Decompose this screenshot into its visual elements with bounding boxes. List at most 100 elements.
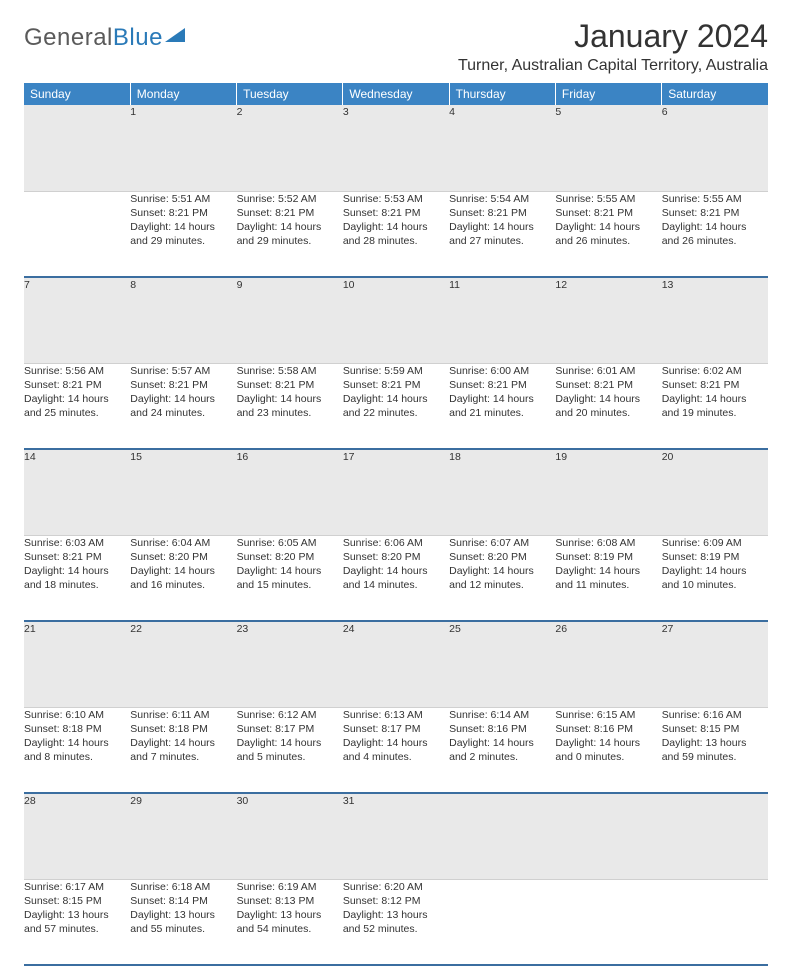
day-number: 19 [555, 449, 661, 535]
day-number: 10 [343, 277, 449, 363]
calendar-table: Sunday Monday Tuesday Wednesday Thursday… [24, 83, 768, 966]
daylight-text: and 15 minutes. [237, 578, 343, 592]
daylight-text: and 26 minutes. [555, 234, 661, 248]
weekday-header: Wednesday [343, 83, 449, 105]
daylight-text: and 59 minutes. [662, 750, 768, 764]
daylight-text: Daylight: 14 hours [24, 564, 130, 578]
sunrise-text: Sunrise: 6:14 AM [449, 708, 555, 722]
day-number: 22 [130, 621, 236, 707]
sunrise-text: Sunrise: 6:06 AM [343, 536, 449, 550]
sunrise-text: Sunrise: 6:12 AM [237, 708, 343, 722]
daylight-text: and 4 minutes. [343, 750, 449, 764]
sunset-text: Sunset: 8:17 PM [237, 722, 343, 736]
day-cell: Sunrise: 6:03 AMSunset: 8:21 PMDaylight:… [24, 535, 130, 621]
sunset-text: Sunset: 8:21 PM [24, 378, 130, 392]
sunset-text: Sunset: 8:13 PM [237, 894, 343, 908]
content-row: Sunrise: 5:51 AMSunset: 8:21 PMDaylight:… [24, 191, 768, 277]
sunset-text: Sunset: 8:21 PM [555, 206, 661, 220]
day-number: 12 [555, 277, 661, 363]
day-number: 25 [449, 621, 555, 707]
daylight-text: and 54 minutes. [237, 922, 343, 936]
sunrise-text: Sunrise: 6:00 AM [449, 364, 555, 378]
day-number [449, 793, 555, 879]
sunrise-text: Sunrise: 6:18 AM [130, 880, 236, 894]
daylight-text: and 8 minutes. [24, 750, 130, 764]
daylight-text: Daylight: 14 hours [449, 564, 555, 578]
day-number: 1 [130, 105, 236, 191]
sunrise-text: Sunrise: 6:05 AM [237, 536, 343, 550]
sunset-text: Sunset: 8:15 PM [24, 894, 130, 908]
daylight-text: Daylight: 14 hours [237, 736, 343, 750]
daylight-text: Daylight: 13 hours [237, 908, 343, 922]
daylight-text: Daylight: 14 hours [555, 392, 661, 406]
sunrise-text: Sunrise: 6:02 AM [662, 364, 768, 378]
sunrise-text: Sunrise: 5:53 AM [343, 192, 449, 206]
sunrise-text: Sunrise: 6:15 AM [555, 708, 661, 722]
sunrise-text: Sunrise: 5:56 AM [24, 364, 130, 378]
sunrise-text: Sunrise: 6:13 AM [343, 708, 449, 722]
daynum-row: 14151617181920 [24, 449, 768, 535]
day-cell: Sunrise: 6:16 AMSunset: 8:15 PMDaylight:… [662, 707, 768, 793]
sunset-text: Sunset: 8:21 PM [662, 378, 768, 392]
location: Turner, Australian Capital Territory, Au… [458, 57, 768, 75]
weekday-header: Friday [555, 83, 661, 105]
day-number: 23 [237, 621, 343, 707]
sunset-text: Sunset: 8:14 PM [130, 894, 236, 908]
daylight-text: Daylight: 14 hours [24, 392, 130, 406]
day-cell: Sunrise: 6:01 AMSunset: 8:21 PMDaylight:… [555, 363, 661, 449]
daylight-text: Daylight: 13 hours [130, 908, 236, 922]
daynum-row: 123456 [24, 105, 768, 191]
day-cell [555, 879, 661, 965]
sunset-text: Sunset: 8:21 PM [449, 378, 555, 392]
daylight-text: Daylight: 14 hours [237, 392, 343, 406]
daylight-text: Daylight: 14 hours [130, 392, 236, 406]
daylight-text: and 12 minutes. [449, 578, 555, 592]
sunset-text: Sunset: 8:21 PM [24, 550, 130, 564]
day-number: 31 [343, 793, 449, 879]
day-number: 11 [449, 277, 555, 363]
day-cell: Sunrise: 6:10 AMSunset: 8:18 PMDaylight:… [24, 707, 130, 793]
day-number: 29 [130, 793, 236, 879]
day-cell: Sunrise: 6:18 AMSunset: 8:14 PMDaylight:… [130, 879, 236, 965]
day-cell: Sunrise: 5:58 AMSunset: 8:21 PMDaylight:… [237, 363, 343, 449]
day-number [555, 793, 661, 879]
day-cell: Sunrise: 5:56 AMSunset: 8:21 PMDaylight:… [24, 363, 130, 449]
weekday-header-row: Sunday Monday Tuesday Wednesday Thursday… [24, 83, 768, 105]
day-number: 20 [662, 449, 768, 535]
logo-blue: Blue [113, 24, 163, 51]
daylight-text: Daylight: 14 hours [130, 564, 236, 578]
daylight-text: and 23 minutes. [237, 406, 343, 420]
daylight-text: and 2 minutes. [449, 750, 555, 764]
daylight-text: Daylight: 13 hours [343, 908, 449, 922]
day-number [24, 105, 130, 191]
sunset-text: Sunset: 8:18 PM [24, 722, 130, 736]
sunset-text: Sunset: 8:17 PM [343, 722, 449, 736]
daylight-text: Daylight: 14 hours [343, 564, 449, 578]
day-cell: Sunrise: 6:13 AMSunset: 8:17 PMDaylight:… [343, 707, 449, 793]
day-number: 15 [130, 449, 236, 535]
daynum-row: 28293031 [24, 793, 768, 879]
sunrise-text: Sunrise: 5:51 AM [130, 192, 236, 206]
sunrise-text: Sunrise: 6:10 AM [24, 708, 130, 722]
weekday-header: Saturday [662, 83, 768, 105]
day-number [662, 793, 768, 879]
daylight-text: Daylight: 13 hours [24, 908, 130, 922]
day-number: 17 [343, 449, 449, 535]
sunset-text: Sunset: 8:21 PM [237, 206, 343, 220]
sunset-text: Sunset: 8:21 PM [662, 206, 768, 220]
daylight-text: Daylight: 14 hours [343, 220, 449, 234]
day-number: 18 [449, 449, 555, 535]
day-cell: Sunrise: 6:04 AMSunset: 8:20 PMDaylight:… [130, 535, 236, 621]
day-cell: Sunrise: 5:52 AMSunset: 8:21 PMDaylight:… [237, 191, 343, 277]
content-row: Sunrise: 5:56 AMSunset: 8:21 PMDaylight:… [24, 363, 768, 449]
daylight-text: and 22 minutes. [343, 406, 449, 420]
logo: GeneralBlue [24, 24, 187, 52]
daylight-text: Daylight: 14 hours [449, 220, 555, 234]
sunrise-text: Sunrise: 5:55 AM [555, 192, 661, 206]
day-cell: Sunrise: 5:55 AMSunset: 8:21 PMDaylight:… [662, 191, 768, 277]
month-year: January 2024 [458, 18, 768, 55]
sunset-text: Sunset: 8:21 PM [449, 206, 555, 220]
sunset-text: Sunset: 8:21 PM [343, 378, 449, 392]
day-number: 24 [343, 621, 449, 707]
daylight-text: Daylight: 14 hours [555, 220, 661, 234]
